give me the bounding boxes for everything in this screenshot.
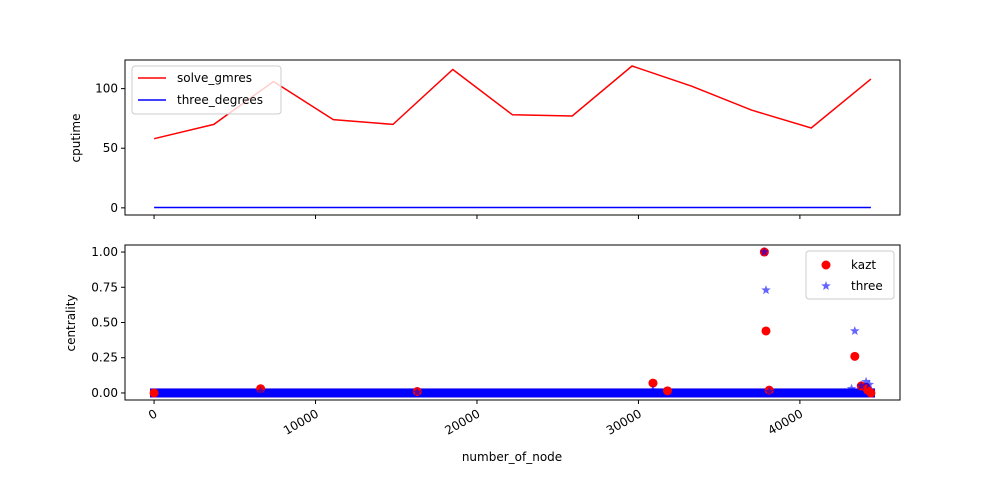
top-plot-frame: [124, 59, 901, 216]
bottom-scatter-points: [255, 247, 875, 397]
legend-marker-three: [821, 281, 831, 290]
bottom-y-ticks: 0.00 0.25 0.50 0.75 1.00: [91, 245, 125, 400]
top-y-ticks: 0 50 100: [95, 82, 125, 215]
legend-label-three-degrees: three_degrees: [177, 93, 263, 107]
top-legend-box: [131, 65, 282, 115]
bottom-x-axis-label: number_of_node: [462, 450, 562, 464]
three-point: [648, 385, 658, 395]
kazt-point: [648, 378, 658, 388]
three-point: [864, 379, 875, 389]
three-point: [861, 376, 871, 386]
kazt-point: [761, 326, 771, 336]
bottom-x-tick-label: 40000: [765, 406, 805, 437]
bottom-x-tick-label: 20000: [442, 406, 482, 437]
top-legend: solve_gmres three_degrees: [131, 65, 282, 115]
bottom-y-tick-label: 0.75: [91, 280, 118, 294]
top-y-tick-label: 100: [95, 82, 118, 96]
bottom-plot-frame: [124, 244, 901, 401]
bottom-x-tick-label: 30000: [604, 406, 644, 437]
bottom-x-tick-label: 10000: [281, 406, 321, 437]
top-y-axis-label: cputime: [69, 114, 83, 163]
three-point: [255, 386, 266, 396]
bottom-y-tick-label: 0.00: [91, 386, 118, 400]
bottom-x-ticks: 0 10000 20000 30000 40000: [146, 400, 805, 438]
bottom-axes: 0.00 0.25 0.50 0.75 1.00 0 10000 20000 30000 400…: [64, 244, 901, 464]
bottom-y-tick-label: 0.25: [91, 351, 118, 365]
bottom-x-tick-label: 0: [146, 406, 160, 422]
legend-label-three: three: [851, 279, 883, 293]
three-point: [764, 386, 774, 396]
three-point: [846, 383, 857, 393]
kazt-point: [863, 385, 873, 395]
top-y-tick-label: 50: [103, 141, 118, 155]
three-point: [759, 247, 770, 257]
kazt-point: [850, 351, 860, 361]
three-baseline-band: [150, 388, 875, 398]
legend-marker-kazt: [821, 260, 831, 270]
three-point: [412, 387, 422, 397]
top-axes: 0 50 100 cputime solve_gmres three_degrees: [69, 59, 901, 219]
bottom-y-tick-label: 0.50: [91, 316, 118, 330]
three-point: [850, 326, 860, 335]
legend-label-solve-gmres: solve_gmres: [177, 71, 252, 85]
three-point: [856, 380, 866, 390]
kazt-point: [149, 388, 159, 398]
legend-label-kazt: kazt: [851, 258, 876, 272]
bottom-y-axis-label: centrality: [64, 294, 78, 351]
top-x-ticks: [153, 215, 801, 219]
kazt-point: [663, 386, 672, 396]
three-point: [761, 285, 771, 295]
bottom-y-tick-label: 1.00: [91, 245, 118, 259]
bottom-legend: kazt three: [805, 250, 895, 300]
top-y-tick-label: 0: [110, 201, 118, 215]
